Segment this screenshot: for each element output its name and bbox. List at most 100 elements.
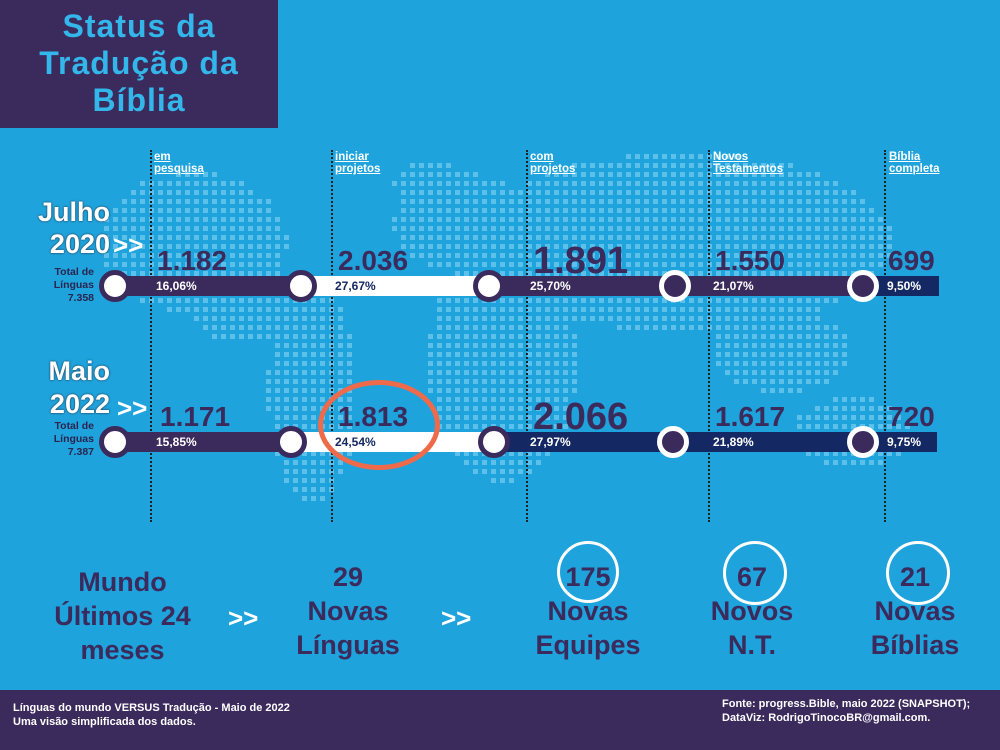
map-dot <box>194 181 199 186</box>
map-dot <box>770 343 775 348</box>
node-marker <box>275 426 307 458</box>
map-dot <box>653 226 658 231</box>
map-dot <box>491 343 496 348</box>
map-dot <box>671 262 676 267</box>
map-dot <box>788 172 793 177</box>
map-dot <box>230 316 235 321</box>
map-dot <box>734 334 739 339</box>
map-dot <box>185 199 190 204</box>
map-dot <box>770 379 775 384</box>
map-dot <box>644 253 649 258</box>
map-dot <box>770 298 775 303</box>
row-label-julho-2020: Julho 2020 <box>10 196 110 260</box>
map-dot <box>842 406 847 411</box>
map-dot <box>563 262 568 267</box>
map-dot <box>860 235 865 240</box>
map-dot <box>743 199 748 204</box>
map-dot <box>266 325 271 330</box>
map-dot <box>203 217 208 222</box>
map-dot <box>536 253 541 258</box>
map-dot <box>815 271 820 276</box>
map-dot <box>410 181 415 186</box>
map-dot <box>194 199 199 204</box>
map-dot <box>482 253 487 258</box>
map-dot <box>572 190 577 195</box>
map-dot <box>725 361 730 366</box>
map-dot <box>140 190 145 195</box>
map-dot <box>851 415 856 420</box>
map-dot <box>797 316 802 321</box>
map-dot <box>473 469 478 474</box>
map-dot <box>554 406 559 411</box>
map-dot <box>563 325 568 330</box>
map-dot <box>338 460 343 465</box>
map-dot <box>257 208 262 213</box>
map-dot <box>689 190 694 195</box>
map-dot <box>509 226 514 231</box>
map-dot <box>572 307 577 312</box>
map-dot <box>572 226 577 231</box>
map-dot <box>527 190 532 195</box>
map-dot <box>293 379 298 384</box>
map-dot <box>635 226 640 231</box>
map-dot <box>806 415 811 420</box>
map-dot <box>779 262 784 267</box>
bar-segment <box>489 276 675 296</box>
map-dot <box>482 415 487 420</box>
map-dot <box>788 226 793 231</box>
column-header-biblia-completa: Bíblia completa <box>889 151 940 175</box>
map-dot <box>554 415 559 420</box>
map-dot <box>581 226 586 231</box>
map-dot <box>680 253 685 258</box>
map-dot <box>239 262 244 267</box>
map-dot <box>500 460 505 465</box>
map-dot <box>239 298 244 303</box>
map-dot <box>554 397 559 402</box>
map-dot <box>788 190 793 195</box>
map-dot <box>455 343 460 348</box>
summary-item-novas-biblias: 21 Novas Bíblias <box>835 560 995 662</box>
map-dot <box>293 478 298 483</box>
map-dot <box>491 478 496 483</box>
map-dot <box>536 244 541 249</box>
map-dot <box>527 217 532 222</box>
map-dot <box>257 316 262 321</box>
map-dot <box>833 424 838 429</box>
map-dot <box>653 235 658 240</box>
map-dot <box>302 316 307 321</box>
map-dot <box>212 307 217 312</box>
map-dot <box>302 352 307 357</box>
map-dot <box>473 379 478 384</box>
map-dot <box>752 334 757 339</box>
map-dot <box>536 307 541 312</box>
map-dot <box>779 334 784 339</box>
map-dot <box>815 334 820 339</box>
map-dot <box>410 235 415 240</box>
map-dot <box>788 262 793 267</box>
column-header-iniciar-projetos: iniciar projetos <box>335 151 380 175</box>
map-dot <box>626 181 631 186</box>
column-header-em-pesquisa: em pesquisa <box>154 151 204 175</box>
map-dot <box>500 379 505 384</box>
map-dot <box>698 226 703 231</box>
map-dot <box>572 334 577 339</box>
map-dot <box>788 334 793 339</box>
map-dot <box>320 325 325 330</box>
map-dot <box>239 271 244 276</box>
map-dot <box>626 172 631 177</box>
percent-label: 16,06% <box>156 279 197 293</box>
map-dot <box>221 208 226 213</box>
map-dot <box>266 208 271 213</box>
map-dot <box>545 181 550 186</box>
map-dot <box>473 415 478 420</box>
column-header-line: completa <box>889 163 940 175</box>
map-dot <box>347 334 352 339</box>
map-dot <box>239 253 244 258</box>
map-dot <box>311 307 316 312</box>
map-dot <box>545 244 550 249</box>
map-dot <box>113 244 118 249</box>
map-dot <box>671 253 676 258</box>
map-dot <box>743 262 748 267</box>
map-dot <box>734 298 739 303</box>
map-dot <box>275 307 280 312</box>
